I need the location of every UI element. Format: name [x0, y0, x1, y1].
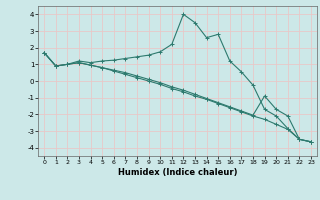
X-axis label: Humidex (Indice chaleur): Humidex (Indice chaleur) — [118, 168, 237, 177]
